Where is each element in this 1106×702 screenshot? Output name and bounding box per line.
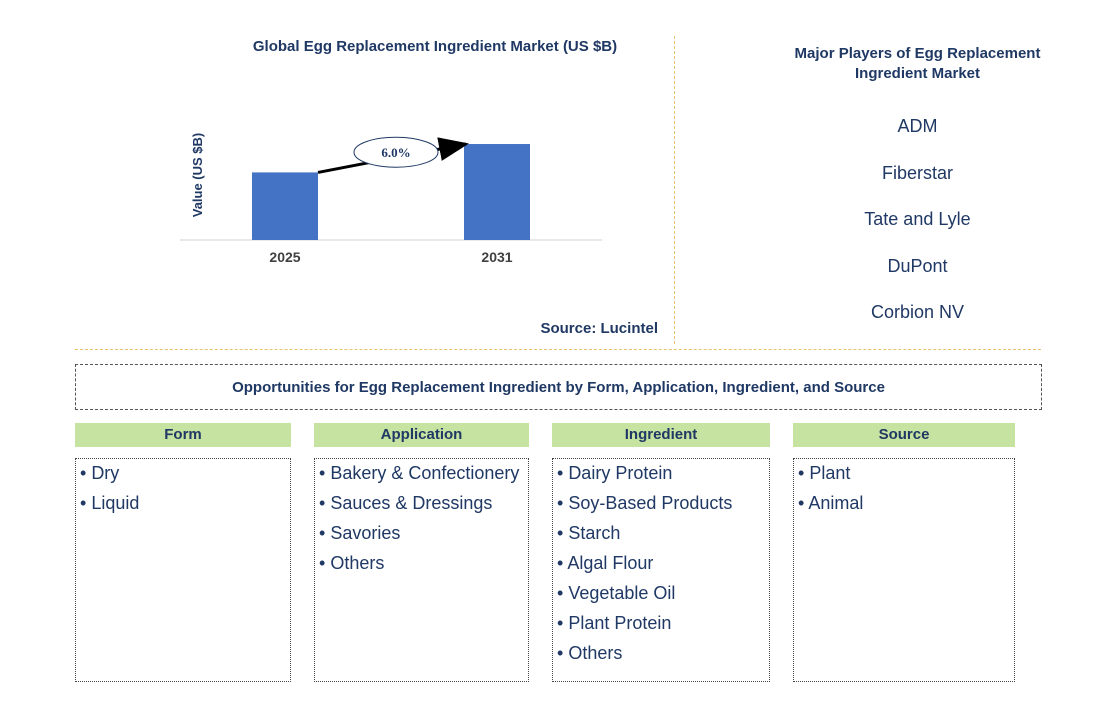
vertical-divider bbox=[674, 36, 675, 344]
list-item: Algal Flour bbox=[553, 551, 769, 581]
list-item: Bakery & Confectionery bbox=[315, 461, 528, 491]
list-item: Animal bbox=[794, 491, 1014, 521]
column-form: Form Dry Liquid bbox=[75, 423, 291, 682]
list-item: Dairy Protein bbox=[553, 461, 769, 491]
list-item: Savories bbox=[315, 521, 528, 551]
bar-chart: Value (US $B) 2025 2031 6.0% bbox=[180, 133, 602, 265]
column-list-box: Dairy Protein Soy-Based Products Starch … bbox=[552, 458, 770, 682]
player-item: ADM bbox=[897, 116, 938, 136]
column-header: Source bbox=[793, 423, 1015, 447]
column-list-box: Bakery & Confectionery Sauces & Dressing… bbox=[314, 458, 529, 682]
players-title: Major Players of Egg Replacement Ingredi… bbox=[794, 45, 1041, 82]
player-item: Tate and Lyle bbox=[864, 209, 971, 229]
cagr-ellipse bbox=[353, 136, 439, 168]
player-item: Corbion NV bbox=[870, 302, 965, 322]
y-axis-label: Value (US $B) bbox=[190, 133, 205, 218]
x-tick-label: 2031 bbox=[481, 249, 512, 265]
column-list-box: Dry Liquid bbox=[75, 458, 291, 682]
opportunities-title: Opportunities for Egg Replacement Ingred… bbox=[75, 364, 1042, 410]
list-item: Others bbox=[315, 551, 528, 581]
player-item: Fiberstar bbox=[881, 162, 953, 183]
list-item: Sauces & Dressings bbox=[315, 491, 528, 521]
list-item: Others bbox=[553, 641, 769, 671]
player-item: DuPont bbox=[887, 255, 948, 276]
chart-title: Global Egg Replacement Ingredient Market… bbox=[252, 38, 618, 55]
column-source: Source Plant Animal bbox=[793, 423, 1015, 682]
list-item: Liquid bbox=[76, 491, 290, 521]
list-item: Vegetable Oil bbox=[553, 581, 769, 611]
cagr-label: 6.0% bbox=[381, 145, 410, 160]
players-list: ADM Fiberstar Tate and Lyle DuPont Corbi… bbox=[790, 112, 1045, 345]
column-header: Application bbox=[314, 423, 529, 447]
column-ingredient: Ingredient Dairy Protein Soy-Based Produ… bbox=[552, 423, 770, 682]
list-item: Soy-Based Products bbox=[553, 491, 769, 521]
list-item: Plant Protein bbox=[553, 611, 769, 641]
list-item: Starch bbox=[553, 521, 769, 551]
column-header: Form bbox=[75, 423, 291, 447]
list-item: Dry bbox=[76, 461, 290, 491]
source-label: Source: Lucintel bbox=[540, 320, 658, 337]
bar-2031 bbox=[464, 144, 530, 240]
list-item: Plant bbox=[794, 461, 1014, 491]
horizontal-divider bbox=[75, 349, 1041, 350]
column-list-box: Plant Animal bbox=[793, 458, 1015, 682]
x-tick-label: 2025 bbox=[269, 249, 300, 265]
column-header: Ingredient bbox=[552, 423, 770, 447]
bar-2025 bbox=[252, 172, 318, 240]
column-application: Application Bakery & Confectionery Sauce… bbox=[314, 423, 529, 682]
